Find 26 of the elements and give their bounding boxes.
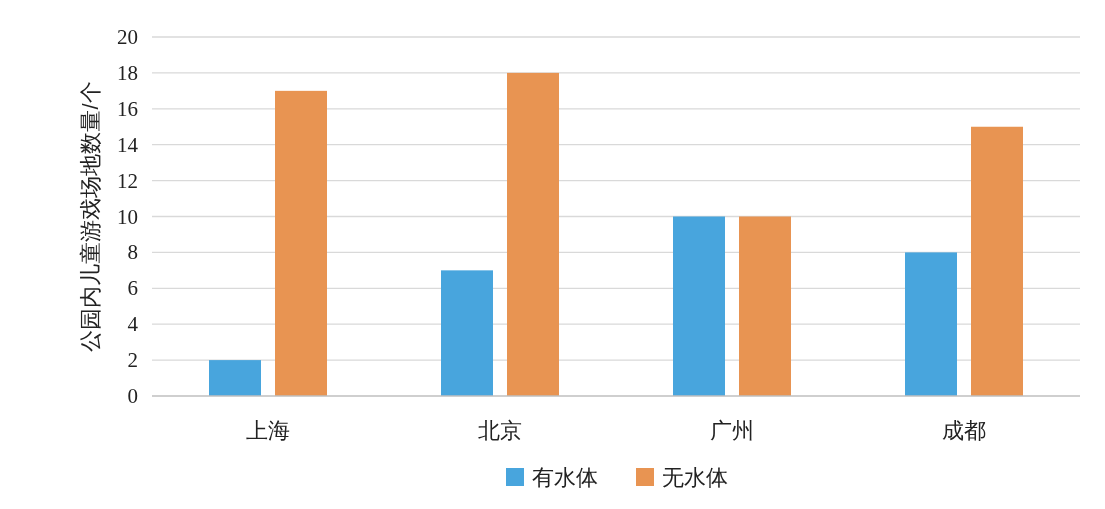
bar	[209, 360, 261, 396]
y-tick-label: 10	[117, 204, 138, 229]
y-tick-label: 12	[117, 168, 138, 193]
y-tick-label: 6	[127, 276, 138, 301]
bar	[507, 72, 559, 396]
bar	[739, 216, 791, 396]
y-tick-label: 18	[117, 60, 138, 85]
bar	[971, 126, 1023, 396]
y-tick-label: 14	[117, 132, 139, 157]
y-tick-label: 8	[127, 240, 138, 265]
y-tick-label: 20	[117, 25, 138, 49]
legend-label: 有水体	[532, 465, 598, 490]
y-tick-label: 16	[117, 96, 138, 121]
y-tick-label: 4	[127, 312, 139, 337]
x-tick-label: 广州	[710, 418, 754, 443]
y-tick-label: 0	[127, 384, 138, 408]
bar	[441, 270, 493, 396]
y-tick-label: 2	[127, 348, 138, 373]
x-tick-label: 成都	[942, 418, 986, 443]
x-tick-label: 上海	[246, 418, 290, 443]
bar	[905, 252, 957, 396]
bar	[673, 216, 725, 396]
y-axis-title: 公园内儿童游戏场地数量/个	[78, 81, 103, 352]
bar	[275, 90, 327, 396]
legend-label: 无水体	[662, 465, 728, 490]
x-tick-label: 北京	[478, 418, 522, 443]
